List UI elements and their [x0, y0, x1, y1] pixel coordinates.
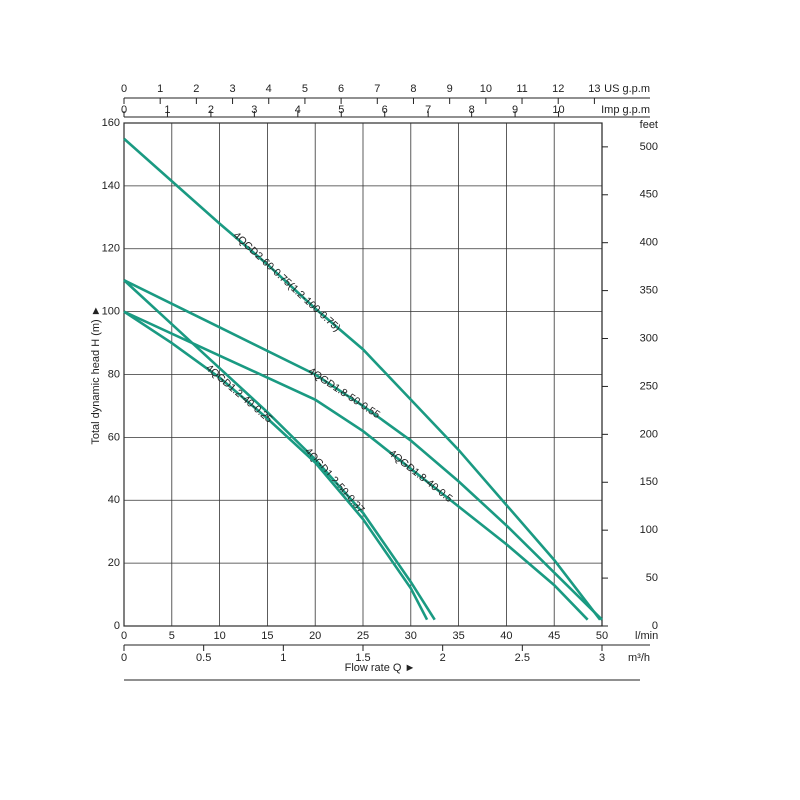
secondary-tick-label: 12: [552, 83, 564, 95]
secondary-tick-label: 11: [516, 83, 527, 95]
y-tick-label: 0: [114, 620, 120, 632]
x-tick-label: 20: [309, 630, 321, 642]
curve: [123, 279, 436, 621]
x-tick-label: 10: [213, 630, 225, 642]
y2-unit: feet: [640, 119, 658, 131]
x-tick-label: 35: [452, 630, 464, 642]
y2-tick-label: 500: [640, 141, 658, 153]
secondary-tick-label: 2: [208, 104, 214, 116]
secondary-tick-label: 6: [382, 104, 388, 116]
secondary-tick-label: 6: [338, 83, 344, 95]
secondary-tick-label: 0: [121, 104, 127, 116]
x-axis-label: Flow rate Q ►: [345, 662, 416, 674]
secondary-tick-label: 2: [193, 83, 199, 95]
secondary-unit: m³/h: [628, 652, 650, 664]
y-axis-label: Total dynamic head H (m) ►: [90, 305, 102, 444]
curve: [123, 310, 429, 621]
secondary-unit: Imp g.p.m: [601, 104, 650, 116]
secondary-tick-label: 3: [251, 104, 257, 116]
secondary-tick-label: 5: [302, 83, 308, 95]
y2-tick-label: 350: [640, 285, 658, 297]
y-tick-label: 140: [102, 180, 120, 192]
y-tick-label: 100: [102, 306, 120, 318]
secondary-tick-label: 3: [229, 83, 235, 95]
y-tick-label: 20: [108, 557, 120, 569]
secondary-tick-label: 4: [295, 104, 301, 116]
y2-tick-label: 100: [640, 524, 658, 536]
x-tick-label: 5: [169, 630, 175, 642]
y-tick-label: 120: [102, 243, 120, 255]
secondary-tick-label: 0: [121, 83, 127, 95]
secondary-tick-label: 5: [338, 104, 344, 116]
secondary-tick-label: 9: [512, 104, 518, 116]
secondary-tick-label: 10: [480, 83, 492, 95]
secondary-tick-label: 0: [121, 652, 127, 664]
y2-tick-label: 450: [640, 189, 658, 201]
secondary-tick-label: 0.5: [196, 652, 211, 664]
secondary-tick-label: 7: [374, 83, 380, 95]
x-tick-label: 50: [596, 630, 608, 642]
x-tick-label: 0: [121, 630, 127, 642]
curve: [123, 310, 589, 621]
y2-tick-label: 50: [646, 572, 658, 584]
y-tick-label: 80: [108, 368, 120, 380]
secondary-tick-label: 3: [599, 652, 605, 664]
secondary-tick-label: 1: [280, 652, 286, 664]
secondary-tick-label: 7: [425, 104, 431, 116]
x-tick-label: 15: [261, 630, 273, 642]
x-tick-label: 45: [548, 630, 560, 642]
secondary-tick-label: 1.5: [355, 652, 370, 664]
x-unit: l/min: [635, 630, 658, 642]
secondary-tick-label: 8: [410, 83, 416, 95]
secondary-tick-label: 4: [266, 83, 272, 95]
x-tick-label: 25: [357, 630, 369, 642]
secondary-tick-label: 10: [552, 104, 564, 116]
secondary-tick-label: 8: [469, 104, 475, 116]
y2-tick-label: 250: [640, 380, 658, 392]
secondary-tick-label: 1: [164, 104, 170, 116]
y-tick-label: 160: [102, 117, 120, 129]
x-tick-label: 40: [500, 630, 512, 642]
y2-tick-label: 200: [640, 428, 658, 440]
secondary-tick-label: 13: [588, 83, 600, 95]
secondary-tick-label: 1: [157, 83, 163, 95]
secondary-tick-label: 2.5: [515, 652, 530, 664]
secondary-tick-label: 2: [440, 652, 446, 664]
y2-tick-label: 300: [640, 332, 658, 344]
y2-tick-label: 150: [640, 476, 658, 488]
y-tick-label: 40: [108, 494, 120, 506]
secondary-tick-label: 9: [447, 83, 453, 95]
curve: [123, 137, 602, 621]
y-tick-label: 60: [108, 431, 120, 443]
curve: [123, 279, 603, 621]
x-tick-label: 30: [405, 630, 417, 642]
y2-tick-label: 0: [652, 620, 658, 632]
y2-tick-label: 400: [640, 237, 658, 249]
secondary-unit: US g.p.m: [604, 83, 650, 95]
